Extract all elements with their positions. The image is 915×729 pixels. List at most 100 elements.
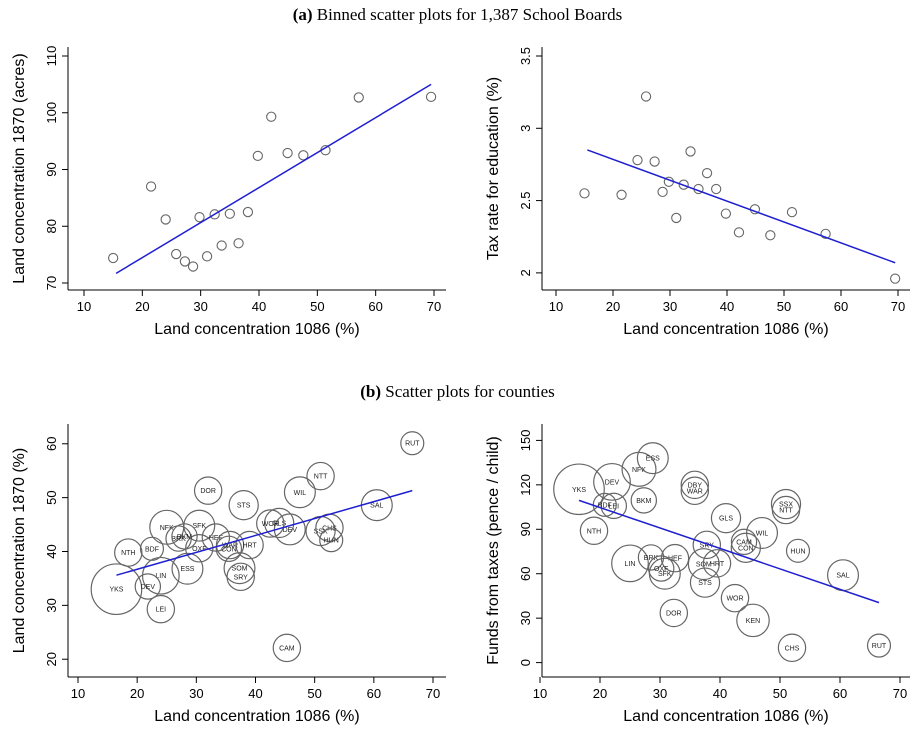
bubble-label: BDF xyxy=(598,502,612,509)
bubble-label: HEF xyxy=(209,535,223,542)
bubble-ess xyxy=(171,552,204,585)
bubble-label: NFK xyxy=(632,467,646,474)
bubble-dev xyxy=(593,462,631,501)
data-point xyxy=(632,154,643,166)
bubble-label: CON xyxy=(738,545,754,552)
data-point xyxy=(209,209,220,220)
bubble-label: DEV xyxy=(141,584,156,591)
bubble-lin xyxy=(141,556,180,595)
x-tick-label: 50 xyxy=(307,686,321,701)
bubble-rut xyxy=(866,633,892,658)
y-tick-label: 2 xyxy=(518,269,533,276)
x-tick-label: 70 xyxy=(426,686,440,701)
fit-line xyxy=(115,83,432,274)
y-tick-label: 50 xyxy=(44,490,59,504)
x-axis-label: Land concentration 1086 (%) xyxy=(623,708,828,725)
bubble-label: RUT xyxy=(872,643,887,650)
chart-2: 10 20 30 40 50 60 70 2 2.5 3 3.5 Land concentration… xyxy=(485,47,910,338)
bubble-nth xyxy=(579,516,609,546)
data-point xyxy=(657,186,668,198)
x-tick-label: 60 xyxy=(833,686,847,701)
bubble-hun xyxy=(319,528,344,553)
data-point xyxy=(179,256,191,267)
y-tick-label: 150 xyxy=(518,430,533,452)
bubble-label: GLS xyxy=(272,520,286,527)
bubble-brk xyxy=(165,525,192,552)
x-tick-label: 20 xyxy=(130,686,144,701)
x-axis-label: Land concentration 1086 (%) xyxy=(623,321,828,338)
bubble-ssx xyxy=(770,488,802,520)
data-point xyxy=(266,111,277,122)
y-axis-label: Land concentration 1870 (%) xyxy=(11,448,28,653)
bubble-chs xyxy=(777,633,807,663)
bubble-label: DBY xyxy=(688,482,703,489)
bubble-label: OXF xyxy=(192,546,206,553)
data-point xyxy=(201,251,213,262)
y-axis-label: Tax rate for education (%) xyxy=(485,77,502,260)
chart-4: 10 20 30 40 50 60 70 0 30 60 90 120 150 Land concentr… xyxy=(485,424,910,725)
bubble-ntt xyxy=(306,461,335,491)
data-point xyxy=(160,214,171,225)
bubble-label: NTH xyxy=(587,528,601,535)
x-tick-label: 40 xyxy=(248,686,262,701)
data-point xyxy=(108,252,119,264)
x-tick-label: 10 xyxy=(77,299,91,314)
bubble-gls xyxy=(264,507,295,539)
x-tick-label: 30 xyxy=(663,299,677,314)
y-tick-label: 120 xyxy=(518,474,533,496)
x-tick-label: 10 xyxy=(533,686,547,701)
bubble-label: LIN xyxy=(155,573,166,580)
bubble-lin xyxy=(611,544,649,583)
bubble-label: LEI xyxy=(609,503,620,510)
x-tick-label: 60 xyxy=(367,686,381,701)
data-point xyxy=(233,238,244,249)
x-tick-label: 20 xyxy=(135,299,149,314)
y-tick-label: 20 xyxy=(44,652,59,666)
x-tick-label: 10 xyxy=(549,299,563,314)
data-point xyxy=(171,248,182,260)
bubble-label: CAM xyxy=(736,539,752,546)
bubble-yks xyxy=(90,563,143,616)
fit-line xyxy=(116,489,413,576)
x-axis-label: Land concentration 1086 (%) xyxy=(154,708,359,725)
bubble-wor xyxy=(256,509,285,538)
y-tick-label: 110 xyxy=(44,46,59,67)
chart-1: 10 20 30 40 50 60 70 70 80 90 100 110 Land concentra… xyxy=(11,46,446,338)
bubble-label: WOR xyxy=(726,596,743,603)
bubble-label: GLS xyxy=(719,516,733,523)
bubble-con xyxy=(730,532,761,563)
y-axis-label: Land concentration 1870 (acres) xyxy=(11,53,28,283)
bubble-label: STS xyxy=(237,503,251,510)
bubble-label: SAL xyxy=(836,573,849,580)
bubble-label: LEI xyxy=(156,607,167,614)
y-tick-label: 0 xyxy=(518,659,533,666)
bubble-label: NTH xyxy=(121,550,135,557)
bubble-label: NTT xyxy=(779,508,793,515)
data-point xyxy=(145,181,157,192)
bubble-label: RUT xyxy=(405,441,420,448)
bubble-label: DOR xyxy=(200,488,216,495)
bubble-sry xyxy=(226,562,255,592)
bubble-som xyxy=(687,548,720,581)
bubble-label: BRK xyxy=(171,536,186,543)
bubble-sfk xyxy=(183,509,216,542)
bubble-label: SSX xyxy=(779,502,793,509)
x-tick-label: 70 xyxy=(427,299,441,314)
y-tick-label: 90 xyxy=(44,162,59,176)
bubble-label: WIL xyxy=(294,490,307,497)
bubble-label: HUN xyxy=(790,548,805,555)
bubble-con xyxy=(215,535,243,563)
x-tick-label: 50 xyxy=(310,299,324,314)
bubble-ken xyxy=(736,603,770,638)
x-tick-label: 50 xyxy=(773,686,787,701)
bubble-som xyxy=(223,552,256,585)
data-point xyxy=(701,167,713,179)
data-point xyxy=(616,189,627,200)
data-point xyxy=(216,240,227,251)
bubble-label: DEV xyxy=(605,479,620,486)
chart-3: 10 20 30 40 50 60 70 20 30 40 50 60 Land concentrati… xyxy=(11,424,446,725)
bubble-label: DEV xyxy=(283,527,298,534)
bubble-nth xyxy=(114,538,143,567)
x-tick-label: 70 xyxy=(891,299,905,314)
bubble-label: SSX xyxy=(314,529,328,536)
